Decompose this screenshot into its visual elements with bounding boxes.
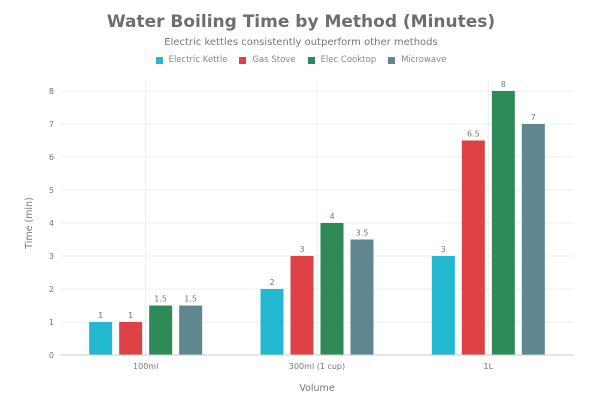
legend-swatch — [239, 56, 247, 64]
bar — [491, 91, 515, 355]
bar — [89, 322, 113, 355]
legend-item[interactable]: Gas Stove — [239, 55, 296, 65]
data-label: 1.5 — [184, 295, 197, 304]
y-tick-label: 2 — [49, 285, 54, 294]
x-tick-label: 100ml — [133, 362, 158, 371]
x-tick-label: 300ml (1 cup) — [289, 362, 345, 371]
legend-label: Gas Stove — [252, 55, 296, 65]
y-axis-title: Time (min) — [24, 197, 35, 250]
legend: Electric Kettle Gas Stove Elec Cooktop Micr… — [0, 55, 602, 65]
bar — [320, 223, 344, 355]
bar — [149, 305, 173, 355]
bar — [350, 239, 374, 355]
data-label: 8 — [501, 80, 506, 89]
legend-item[interactable]: Microwave — [388, 55, 446, 65]
chart-subtitle: Electric kettles consistently outperform… — [164, 37, 438, 48]
data-label: 1 — [98, 311, 103, 320]
bar — [431, 256, 455, 355]
y-tick-label: 4 — [49, 219, 54, 228]
bar — [521, 124, 545, 355]
legend-label: Electric Kettle — [168, 55, 228, 65]
bar — [461, 140, 485, 355]
x-axis-title: Volume — [299, 383, 334, 394]
y-tick-label: 3 — [49, 252, 54, 261]
data-label: 2 — [269, 278, 274, 287]
y-tick-label: 7 — [49, 120, 54, 129]
legend-swatch — [307, 56, 315, 64]
y-tick-label: 5 — [49, 186, 54, 195]
y-tick-label: 6 — [49, 153, 54, 162]
data-label: 7 — [531, 113, 536, 122]
chart-title: Water Boiling Time by Method (Minutes) — [106, 12, 496, 32]
legend-label: Microwave — [401, 55, 447, 65]
x-tick-label: 1L — [484, 362, 494, 371]
data-label: 3 — [299, 245, 304, 254]
legend-swatch — [388, 56, 396, 64]
bar — [119, 322, 143, 355]
data-label: 6.5 — [467, 130, 480, 139]
bar — [290, 256, 314, 355]
legend-item[interactable]: Electric Kettle — [155, 55, 228, 65]
data-label: 4 — [329, 212, 334, 221]
legend-item[interactable]: Elec Cooktop — [307, 55, 377, 65]
legend-label: Elec Cooktop — [320, 55, 377, 65]
data-label: 1 — [128, 311, 133, 320]
data-label: 1.5 — [154, 295, 167, 304]
bar — [260, 289, 284, 355]
y-tick-label: 0 — [49, 351, 54, 360]
y-tick-label: 8 — [49, 87, 54, 96]
data-label: 3 — [441, 245, 446, 254]
legend-swatch — [155, 56, 163, 64]
y-tick-label: 1 — [49, 318, 54, 327]
data-label: 3.5 — [356, 229, 369, 238]
bar — [179, 305, 203, 355]
